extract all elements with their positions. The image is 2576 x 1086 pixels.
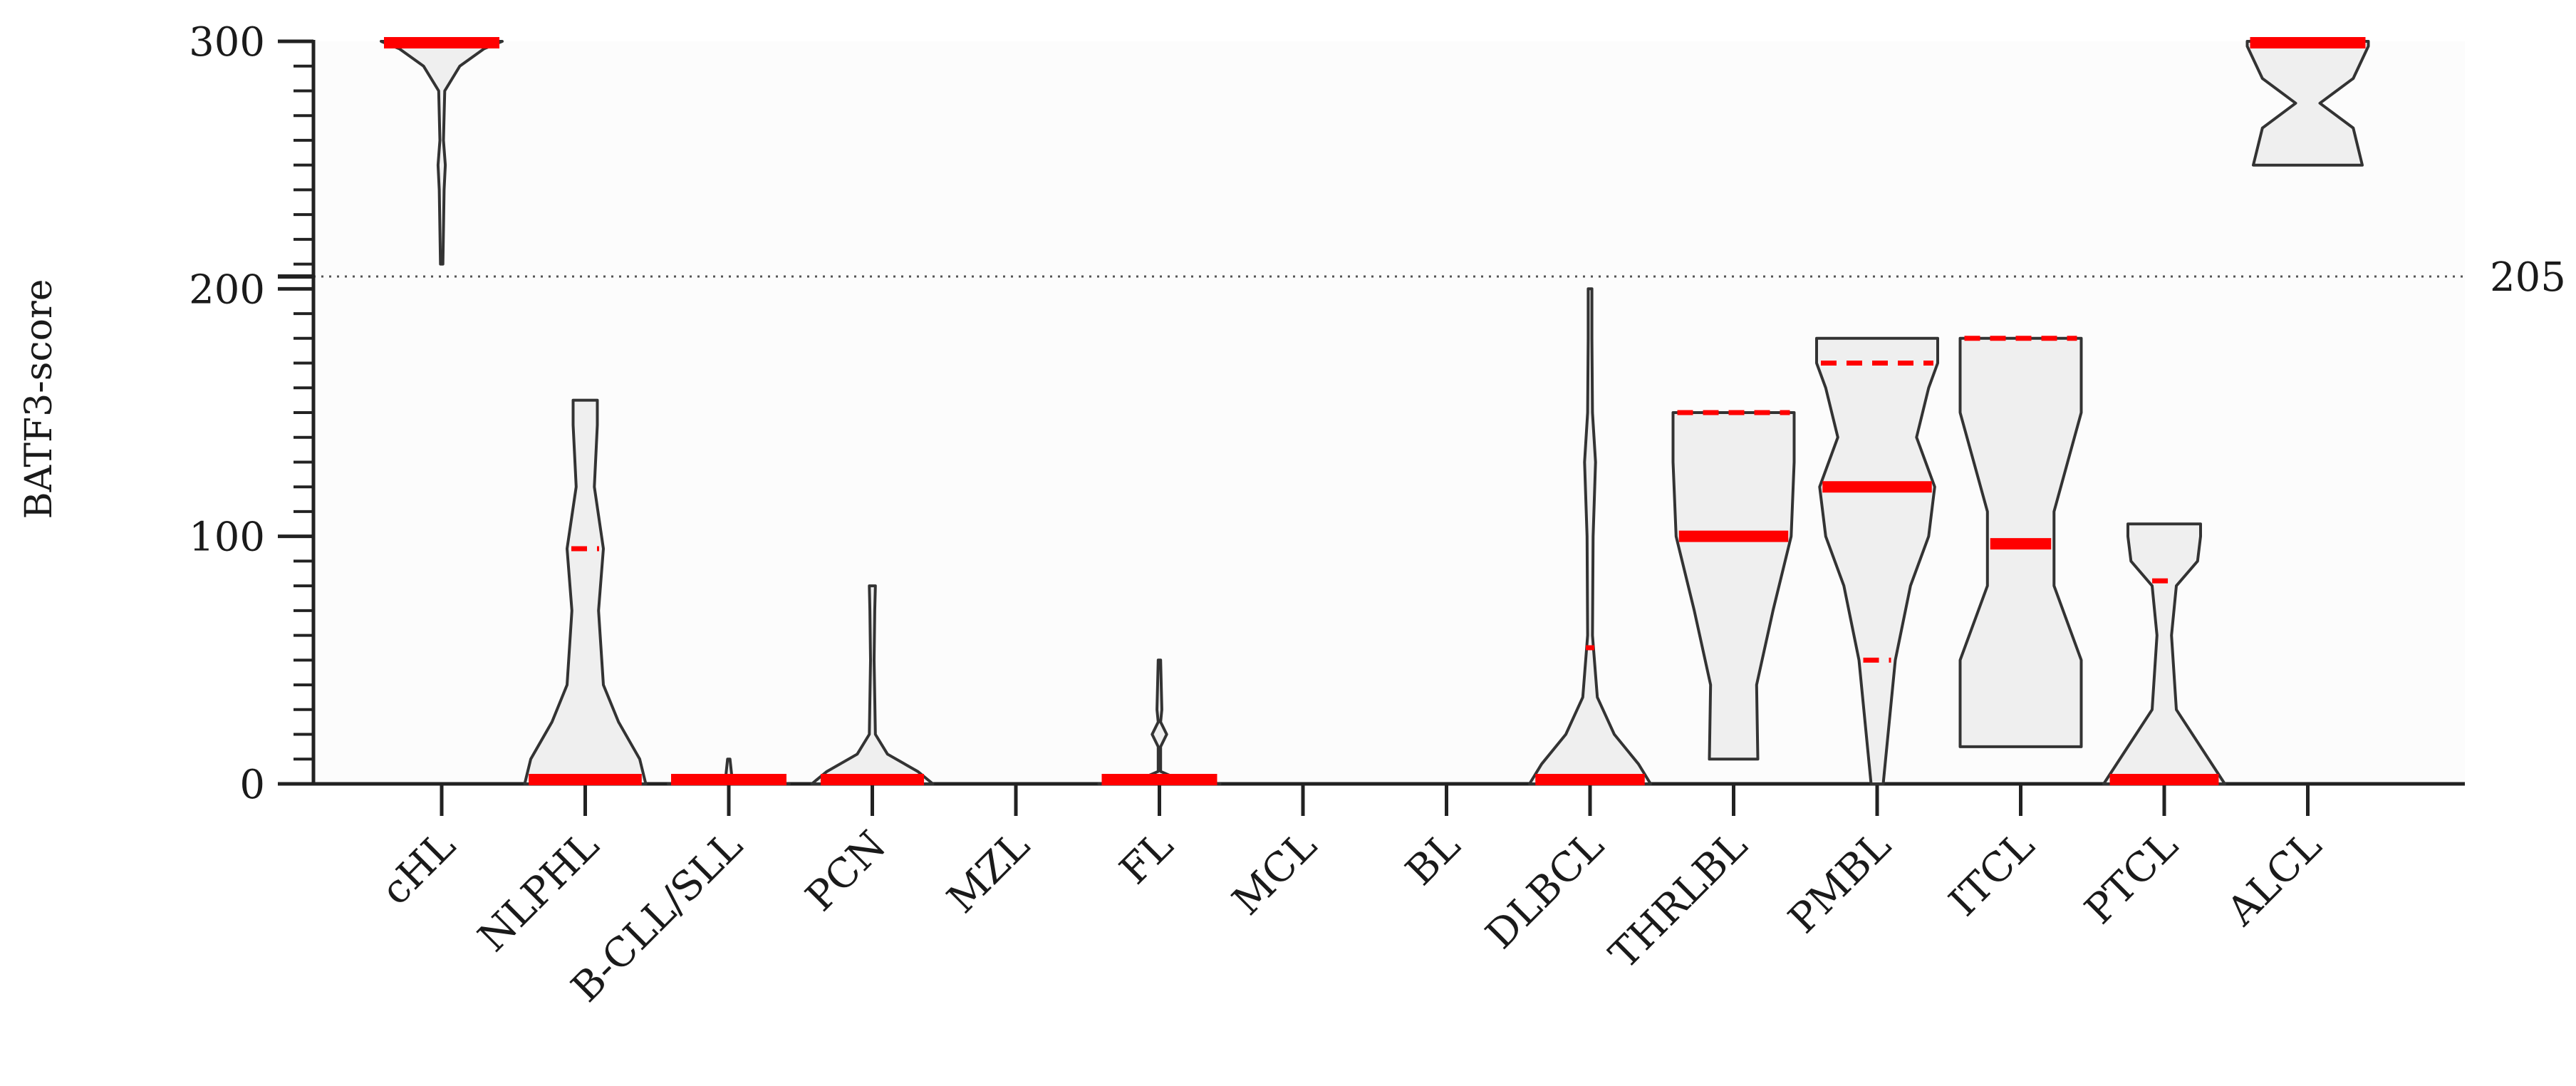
- violin-body: [1671, 411, 1796, 761]
- category-label: PCN: [797, 822, 895, 921]
- violin-ptcl: [2102, 522, 2226, 785]
- violin-chl: [380, 37, 504, 266]
- reference-line-label: 205: [2490, 254, 2566, 301]
- violin-itcl: [1958, 336, 2083, 748]
- category-label: DLBCL: [1477, 822, 1612, 958]
- violin-pmbl: [1815, 336, 1939, 785]
- violin-b-cll-sll: [667, 757, 791, 785]
- violin-pcn: [810, 584, 935, 785]
- plot-area: [313, 41, 2465, 784]
- category-label: PTCL: [2076, 822, 2187, 934]
- category-label: THRLBL: [1601, 822, 1756, 978]
- violin-body: [810, 584, 935, 785]
- y-axis-title: BATF3-score: [18, 279, 61, 519]
- violin-body: [380, 40, 504, 266]
- y-tick-label: 100: [189, 514, 265, 561]
- y-tick-label: 0: [239, 762, 265, 808]
- violin-dlbcl: [1528, 287, 1652, 785]
- violin-nlphl: [523, 398, 648, 785]
- violin-thrlbl: [1671, 410, 1796, 761]
- violin-body: [1528, 287, 1652, 785]
- y-tick-label: 200: [189, 267, 265, 313]
- category-label: ITCL: [1941, 822, 2044, 926]
- category-label: FL: [1111, 822, 1183, 894]
- category-label: BL: [1397, 822, 1469, 894]
- category-label: MCL: [1224, 822, 1326, 924]
- violin-body: [1815, 336, 1939, 785]
- violin-alcl: [2245, 37, 2370, 167]
- category-label: ALCL: [2218, 822, 2330, 935]
- violin-body: [2102, 522, 2226, 785]
- violin-body: [2245, 40, 2370, 167]
- category-label: PMBL: [1780, 822, 1900, 943]
- category-label: cHL: [373, 822, 464, 914]
- violin-body: [523, 398, 648, 785]
- category-label: NLPHL: [469, 822, 608, 961]
- y-tick-label: 300: [189, 19, 265, 66]
- category-label: MZL: [939, 822, 1039, 922]
- violin-fl: [1097, 658, 1222, 785]
